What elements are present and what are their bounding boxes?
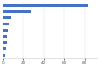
Bar — [3, 41, 7, 44]
Bar — [3, 23, 9, 25]
Bar — [3, 35, 7, 38]
Bar — [3, 10, 31, 13]
Bar — [3, 16, 11, 19]
Bar — [3, 47, 6, 50]
Bar — [3, 54, 5, 57]
Bar — [3, 4, 88, 7]
Bar — [3, 29, 8, 32]
